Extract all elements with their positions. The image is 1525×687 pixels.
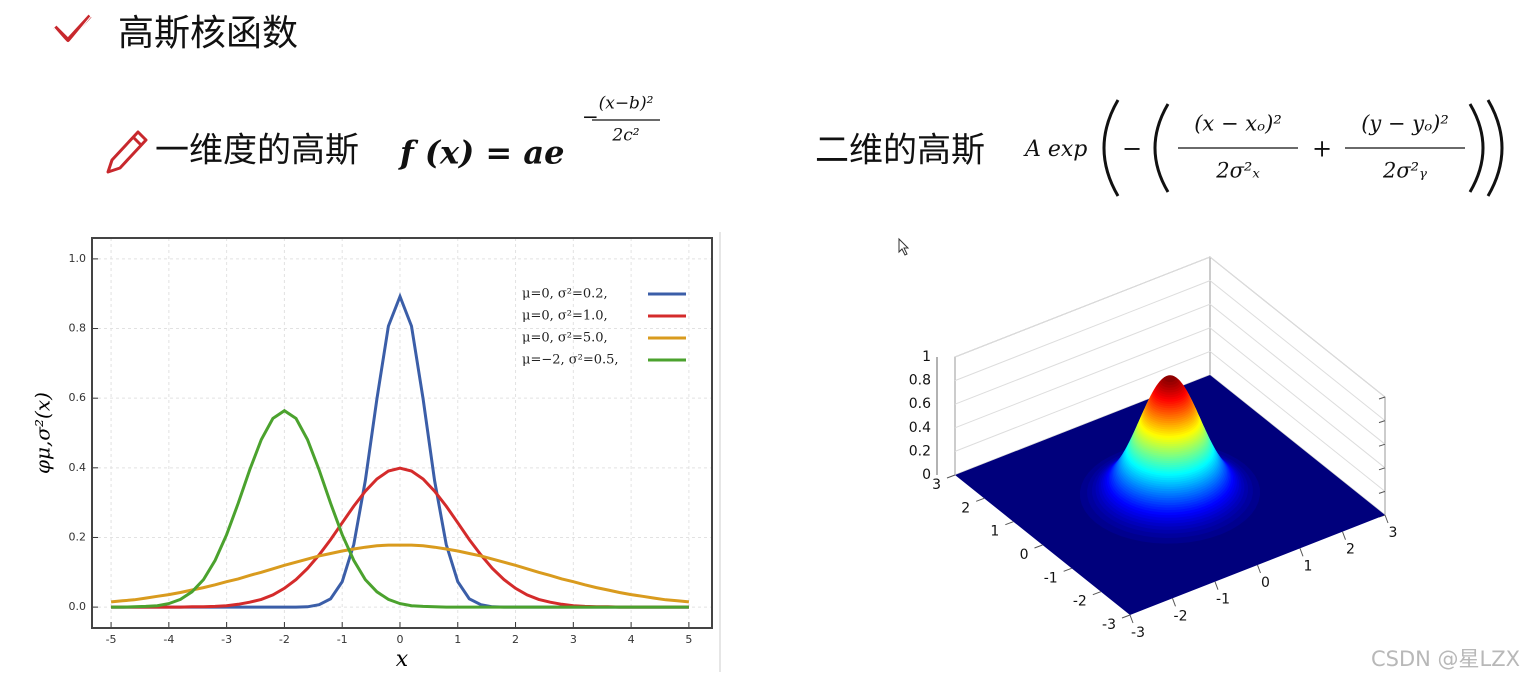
x-tick-label: -3 [221, 633, 232, 646]
slide-title: 高斯核函数 [118, 13, 298, 54]
grid-line [954, 350, 1386, 492]
x-tick-label: 3 [1389, 525, 1398, 541]
check-icon [53, 14, 92, 42]
formula-2d-den-x: 2σ²ₓ [1215, 159, 1260, 183]
z-tick [1378, 396, 1386, 400]
paren [1486, 99, 1504, 197]
x-tick [1299, 548, 1304, 557]
cursor [898, 237, 910, 256]
x-tick-label: -1 [337, 633, 348, 646]
formula-2d-plus: + [1312, 135, 1332, 163]
x-tick-label: 1 [454, 633, 461, 646]
x-tick-label: 1 [1304, 558, 1313, 574]
x-tick [1384, 514, 1389, 524]
x-tick-label: -2 [279, 633, 290, 646]
y-tick-label: 1.0 [69, 252, 87, 265]
z-tick [1378, 467, 1386, 471]
watermark: CSDN @星LZX [1371, 647, 1520, 671]
y-tick [1034, 544, 1043, 549]
grid-line [954, 303, 1386, 445]
surface-axes: 0 0.2 0.4 0.6 0.8 1 -3 -2 -1 0 1 2 3 -3 -2 -1 0 1 2 3 [909, 255, 1398, 641]
y-tick-label: 3 [932, 477, 941, 493]
formula-1d-label: 一维度的高斯 [155, 131, 359, 171]
y-tick-label: 0.4 [69, 461, 87, 474]
y-tick-label: 0.2 [69, 530, 87, 543]
y-tick [1005, 521, 1014, 526]
z-tick [1378, 490, 1386, 494]
x-tick-label: -3 [1131, 625, 1145, 641]
formula-1d-sign: − [582, 105, 599, 129]
y-tick-label: 0.8 [69, 322, 87, 335]
z-tick-label: 0 [922, 467, 931, 483]
x-tick-label: -2 [1174, 608, 1188, 624]
formula-1d-num: (x−b)² [599, 94, 654, 114]
x-tick-label: 2 [512, 633, 519, 646]
plot-frame [91, 237, 713, 629]
plot-background [92, 238, 712, 628]
x-tick [1342, 531, 1346, 540]
legend-label: μ=0, σ²=1.0, [522, 309, 608, 324]
paren [1102, 99, 1120, 197]
formula-2d-label: 二维的高斯 [815, 131, 985, 171]
z-tick [1378, 420, 1386, 424]
y-tick-label: 1 [990, 524, 999, 540]
y-axis-label: φμ,σ²(x) [31, 392, 55, 474]
z-tick [1378, 443, 1386, 447]
surface [1079, 375, 1261, 544]
y-tick-label: -1 [1044, 570, 1058, 586]
y-tick-label: 0.0 [69, 600, 87, 613]
x-tick-label: -4 [163, 633, 174, 646]
x-tick [1214, 581, 1219, 590]
x-tick [1172, 598, 1176, 607]
x-tick [1257, 564, 1261, 574]
surface-band [1164, 375, 1176, 383]
formula-2d-prefix: A exp [1023, 137, 1087, 162]
series-line [110, 543, 690, 604]
x-tick [1129, 614, 1134, 624]
y-tick-label: 0.6 [69, 391, 87, 404]
check-icon-highlight [53, 14, 93, 45]
paren [1153, 103, 1170, 193]
grid-line [954, 256, 1386, 398]
y-tick [1063, 567, 1072, 572]
x-tick-label: -5 [106, 633, 117, 646]
y-tick [975, 497, 985, 502]
y-tick-label: -2 [1073, 594, 1087, 610]
z-tick-label: 0.4 [909, 420, 931, 436]
z-tick-label: 0.6 [909, 396, 931, 412]
x-tick-label: 2 [1346, 542, 1355, 558]
legend-label: μ=0, σ²=0.2, [522, 287, 608, 302]
paren [1468, 103, 1485, 193]
y-tick-label: 2 [961, 500, 970, 516]
x-tick-label: 4 [628, 633, 635, 646]
formula-2d-num-y: (y − yₒ)² [1361, 112, 1449, 136]
y-tick [1121, 614, 1131, 619]
x-tick-label: 0 [396, 633, 403, 646]
series-line [111, 408, 689, 609]
legend-label: μ=0, σ²=5.0, [522, 331, 608, 346]
formula-1d-den: 2c² [611, 126, 639, 146]
x-tick-label: -1 [1216, 592, 1230, 608]
y-tick-label: 0 [1020, 547, 1029, 563]
grid-line [954, 280, 1386, 421]
y-tick [1092, 591, 1102, 596]
grid-line [954, 327, 1386, 469]
x-tick-label: 5 [685, 633, 692, 646]
formula-2d-sign: − [1122, 135, 1142, 163]
z-tick-label: 1 [922, 349, 931, 365]
formula-1d-lhs: f (x) = ae [398, 134, 564, 172]
pencil-icon [106, 130, 148, 174]
x-tick-label: 0 [1261, 575, 1270, 591]
z-tick-label: 0.2 [909, 443, 931, 459]
x-tick-label: 3 [570, 633, 577, 646]
formula-2d-den-y: 2σ²ᵧ [1382, 159, 1427, 183]
legend-label: μ=−2, σ²=0.5, [522, 353, 619, 368]
formula-2d-num-x: (x − xₒ)² [1194, 112, 1282, 136]
z-tick-label: 0.8 [909, 373, 931, 389]
x-axis-label: x [396, 647, 409, 672]
y-tick [946, 474, 956, 479]
y-tick-label: -3 [1102, 617, 1116, 633]
